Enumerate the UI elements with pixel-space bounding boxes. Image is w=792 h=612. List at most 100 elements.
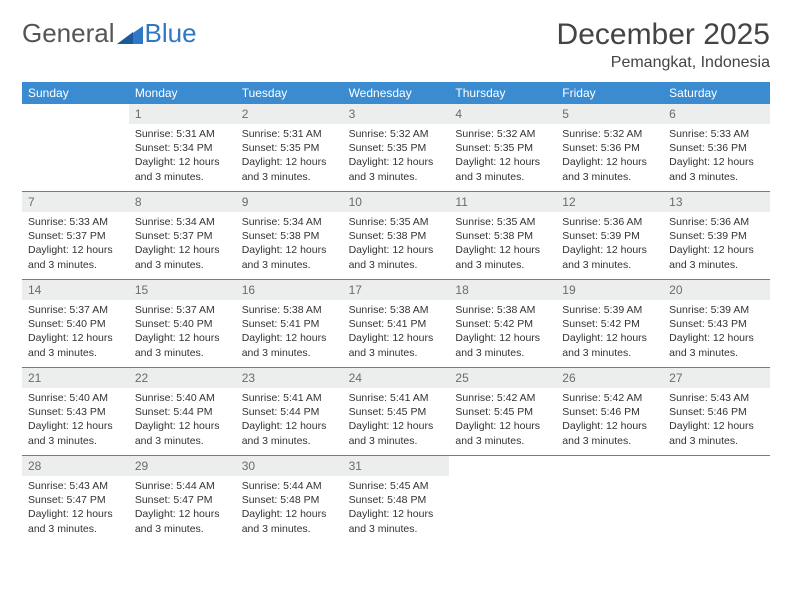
day-info: Sunrise: 5:36 AMSunset: 5:39 PMDaylight:… xyxy=(663,212,770,272)
day-info: Sunrise: 5:32 AMSunset: 5:35 PMDaylight:… xyxy=(449,124,556,184)
sunset-line: Sunset: 5:45 PM xyxy=(455,405,550,419)
calendar-cell: 21Sunrise: 5:40 AMSunset: 5:43 PMDayligh… xyxy=(22,368,129,456)
day-info: Sunrise: 5:37 AMSunset: 5:40 PMDaylight:… xyxy=(22,300,129,360)
day-number: 17 xyxy=(343,280,450,300)
calendar-cell xyxy=(22,104,129,192)
sunrise-line: Sunrise: 5:37 AM xyxy=(28,303,123,317)
calendar-cell: 25Sunrise: 5:42 AMSunset: 5:45 PMDayligh… xyxy=(449,368,556,456)
calendar-cell: 10Sunrise: 5:35 AMSunset: 5:38 PMDayligh… xyxy=(343,192,450,280)
calendar-cell: 12 Sunrise: 5:36 AMSunset: 5:39 PMDayligh… xyxy=(556,192,663,280)
sunrise-line: Sunrise: 5:32 AM xyxy=(562,127,657,141)
calendar-cell: 31Sunrise: 5:45 AMSunset: 5:48 PMDayligh… xyxy=(343,456,450,544)
calendar-cell: 13Sunrise: 5:36 AMSunset: 5:39 PMDayligh… xyxy=(663,192,770,280)
calendar-cell: 28Sunrise: 5:43 AMSunset: 5:47 PMDayligh… xyxy=(22,456,129,544)
day-number: 25 xyxy=(449,368,556,388)
day-number: 24 xyxy=(343,368,450,388)
day-number: 13 xyxy=(663,192,770,212)
day-number: 3 xyxy=(343,104,450,124)
day-info: Sunrise: 5:42 AMSunset: 5:46 PMDaylight:… xyxy=(556,388,663,448)
day-number: 6 xyxy=(663,104,770,124)
daylight-line: Daylight: 12 hours and 3 minutes. xyxy=(455,243,550,271)
calendar-cell: 23Sunrise: 5:41 AMSunset: 5:44 PMDayligh… xyxy=(236,368,343,456)
calendar-cell: 20Sunrise: 5:39 AMSunset: 5:43 PMDayligh… xyxy=(663,280,770,368)
sunrise-line: Sunrise: 5:40 AM xyxy=(28,391,123,405)
day-number: 4 xyxy=(449,104,556,124)
sunrise-line: Sunrise: 5:45 AM xyxy=(349,479,444,493)
day-info: Sunrise: 5:34 AMSunset: 5:37 PMDaylight:… xyxy=(129,212,236,272)
sunrise-line: Sunrise: 5:36 AM xyxy=(669,215,764,229)
sunrise-line: Sunrise: 5:34 AM xyxy=(242,215,337,229)
day-info: Sunrise: 5:35 AMSunset: 5:38 PMDaylight:… xyxy=(343,212,450,272)
sunset-line: Sunset: 5:39 PM xyxy=(562,229,657,243)
sunrise-line: Sunrise: 5:32 AM xyxy=(349,127,444,141)
daylight-line: Daylight: 12 hours and 3 minutes. xyxy=(349,507,444,535)
calendar-cell: 17Sunrise: 5:38 AMSunset: 5:41 PMDayligh… xyxy=(343,280,450,368)
day-number: 11 xyxy=(449,192,556,212)
sunrise-line: Sunrise: 5:38 AM xyxy=(455,303,550,317)
day-info: Sunrise: 5:44 AMSunset: 5:47 PMDaylight:… xyxy=(129,476,236,536)
sunrise-line: Sunrise: 5:44 AM xyxy=(135,479,230,493)
day-of-week-header: Sunday Monday Tuesday Wednesday Thursday… xyxy=(22,82,770,104)
calendar-cell: 29Sunrise: 5:44 AMSunset: 5:47 PMDayligh… xyxy=(129,456,236,544)
daylight-line: Daylight: 12 hours and 3 minutes. xyxy=(562,243,657,271)
day-info: Sunrise: 5:45 AMSunset: 5:48 PMDaylight:… xyxy=(343,476,450,536)
sunrise-line: Sunrise: 5:34 AM xyxy=(135,215,230,229)
daylight-line: Daylight: 12 hours and 3 minutes. xyxy=(242,155,337,183)
sunrise-line: Sunrise: 5:33 AM xyxy=(28,215,123,229)
day-info: Sunrise: 5:34 AMSunset: 5:38 PMDaylight:… xyxy=(236,212,343,272)
day-number: 21 xyxy=(22,368,129,388)
day-number: 10 xyxy=(343,192,450,212)
calendar-cell: 18Sunrise: 5:38 AMSunset: 5:42 PMDayligh… xyxy=(449,280,556,368)
calendar-cell xyxy=(449,456,556,544)
day-number: 12 xyxy=(556,192,663,212)
daylight-line: Daylight: 12 hours and 3 minutes. xyxy=(349,419,444,447)
sunrise-line: Sunrise: 5:41 AM xyxy=(349,391,444,405)
sunrise-line: Sunrise: 5:39 AM xyxy=(562,303,657,317)
sunset-line: Sunset: 5:36 PM xyxy=(562,141,657,155)
day-number: 26 xyxy=(556,368,663,388)
daylight-line: Daylight: 12 hours and 3 minutes. xyxy=(28,507,123,535)
sunset-line: Sunset: 5:38 PM xyxy=(242,229,337,243)
day-info: Sunrise: 5:39 AMSunset: 5:42 PMDaylight:… xyxy=(556,300,663,360)
sunrise-line: Sunrise: 5:42 AM xyxy=(562,391,657,405)
sunset-line: Sunset: 5:43 PM xyxy=(28,405,123,419)
sunrise-line: Sunrise: 5:39 AM xyxy=(669,303,764,317)
daylight-line: Daylight: 12 hours and 3 minutes. xyxy=(242,331,337,359)
day-info: Sunrise: 5:33 AMSunset: 5:36 PMDaylight:… xyxy=(663,124,770,184)
sunset-line: Sunset: 5:36 PM xyxy=(669,141,764,155)
daylight-line: Daylight: 12 hours and 3 minutes. xyxy=(562,331,657,359)
day-info: Sunrise: 5:42 AMSunset: 5:45 PMDaylight:… xyxy=(449,388,556,448)
day-info: Sunrise: 5:32 AMSunset: 5:36 PMDaylight:… xyxy=(556,124,663,184)
day-info: Sunrise: 5:31 AMSunset: 5:34 PMDaylight:… xyxy=(129,124,236,184)
daylight-line: Daylight: 12 hours and 3 minutes. xyxy=(455,419,550,447)
day-number: 19 xyxy=(556,280,663,300)
daylight-line: Daylight: 12 hours and 3 minutes. xyxy=(135,419,230,447)
daylight-line: Daylight: 12 hours and 3 minutes. xyxy=(562,155,657,183)
dow-friday: Friday xyxy=(556,82,663,104)
sunset-line: Sunset: 5:48 PM xyxy=(349,493,444,507)
day-info: Sunrise: 5:43 AMSunset: 5:46 PMDaylight:… xyxy=(663,388,770,448)
day-number: 23 xyxy=(236,368,343,388)
day-number: 22 xyxy=(129,368,236,388)
calendar-cell: 19Sunrise: 5:39 AMSunset: 5:42 PMDayligh… xyxy=(556,280,663,368)
calendar-cell: 1Sunrise: 5:31 AMSunset: 5:34 PMDaylight… xyxy=(129,104,236,192)
sunset-line: Sunset: 5:41 PM xyxy=(349,317,444,331)
sunrise-line: Sunrise: 5:41 AM xyxy=(242,391,337,405)
day-number: 15 xyxy=(129,280,236,300)
calendar-cell: 27Sunrise: 5:43 AMSunset: 5:46 PMDayligh… xyxy=(663,368,770,456)
calendar-cell: 14Sunrise: 5:37 AMSunset: 5:40 PMDayligh… xyxy=(22,280,129,368)
sunrise-line: Sunrise: 5:43 AM xyxy=(669,391,764,405)
sunrise-line: Sunrise: 5:33 AM xyxy=(669,127,764,141)
calendar-cell: 5Sunrise: 5:32 AMSunset: 5:36 PMDaylight… xyxy=(556,104,663,192)
daylight-line: Daylight: 12 hours and 3 minutes. xyxy=(669,243,764,271)
day-info: Sunrise: 5:37 AMSunset: 5:40 PMDaylight:… xyxy=(129,300,236,360)
calendar-cell: 30Sunrise: 5:44 AMSunset: 5:48 PMDayligh… xyxy=(236,456,343,544)
day-info: Sunrise: 5:41 AMSunset: 5:45 PMDaylight:… xyxy=(343,388,450,448)
sunrise-line: Sunrise: 5:31 AM xyxy=(242,127,337,141)
dow-thursday: Thursday xyxy=(449,82,556,104)
daylight-line: Daylight: 12 hours and 3 minutes. xyxy=(135,331,230,359)
sunrise-line: Sunrise: 5:36 AM xyxy=(562,215,657,229)
sunset-line: Sunset: 5:42 PM xyxy=(455,317,550,331)
sunset-line: Sunset: 5:43 PM xyxy=(669,317,764,331)
sunrise-line: Sunrise: 5:42 AM xyxy=(455,391,550,405)
